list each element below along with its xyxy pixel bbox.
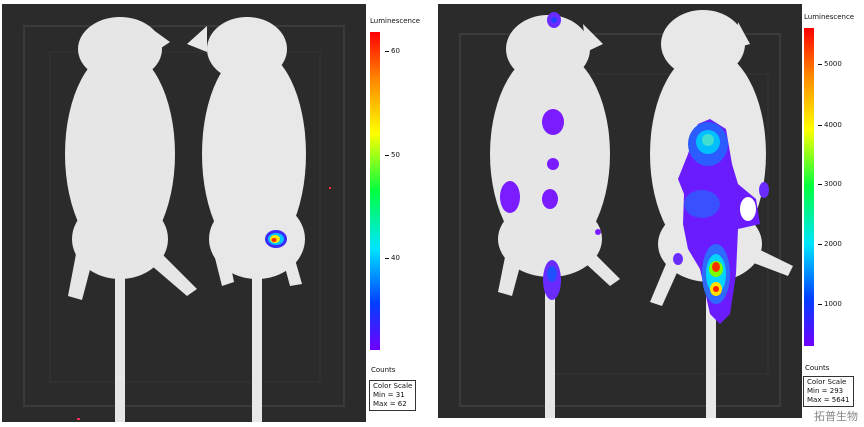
- color-scale-min: Min = 293: [807, 387, 844, 395]
- luminescence-signal: [673, 119, 769, 324]
- scale-tick: 2000: [818, 240, 842, 248]
- color-scale-max: Max = 5641: [807, 396, 850, 404]
- scale-tick: 4000: [818, 121, 842, 129]
- left-imaging-panel: Luminescence 60 50 40 Counts Color Scale…: [2, 4, 421, 422]
- right-bioluminescence-image: [438, 4, 802, 418]
- counts-label: Counts: [371, 366, 396, 374]
- counts-label: Counts: [805, 364, 830, 372]
- color-scale-max: Max = 62: [373, 400, 407, 408]
- scale-tick: 1000: [818, 300, 842, 308]
- scale-tick: 50: [385, 151, 400, 159]
- color-scale-min: Min = 31: [373, 391, 405, 399]
- scale-tick: 40: [385, 254, 400, 262]
- right-imaging-panel: Luminescence 5000 4000 3000 2000 1000 Co…: [436, 0, 864, 427]
- color-scale-bar: [370, 32, 380, 350]
- color-scale-title: Color Scale: [373, 382, 413, 390]
- color-scale-box: Color Scale Min = 293 Max = 5641: [803, 376, 854, 407]
- left-bioluminescence-image: [2, 4, 366, 422]
- color-scale-title: Color Scale: [807, 378, 847, 386]
- scale-tick: 3000: [818, 180, 842, 188]
- luminescence-signal: [500, 12, 601, 300]
- color-scale-box: Color Scale Min = 31 Max = 62: [369, 380, 417, 411]
- luminescence-scale-title: Luminescence: [370, 17, 421, 25]
- color-scale-bar: [804, 28, 814, 346]
- mouse-left-2: [187, 17, 306, 422]
- scale-tick: 5000: [818, 60, 842, 68]
- luminescence-scale-title: Luminescence: [804, 13, 855, 21]
- watermark-text: 拓普生物: [814, 410, 858, 423]
- mouse-right-1: [490, 15, 620, 418]
- mouse-left-1: [65, 17, 197, 422]
- scale-tick: 60: [385, 47, 400, 55]
- luminescence-signal: [265, 230, 287, 248]
